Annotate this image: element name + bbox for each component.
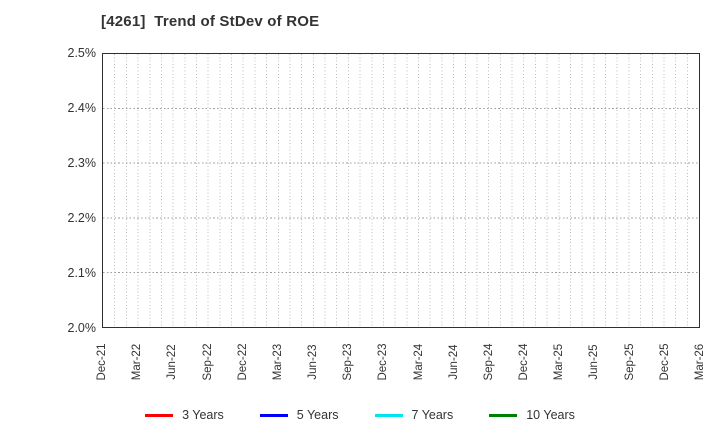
grid-canvas (103, 54, 699, 327)
y-tick-label: 2.0% (67, 321, 97, 335)
x-tick-label: Dec-21 (96, 343, 108, 381)
y-tick-label: 2.4% (67, 101, 97, 115)
x-tick-label: Mar-26 (694, 343, 706, 381)
legend: 3 Years 5 Years 7 Years 10 Years (0, 405, 720, 425)
x-tick-label: Jun-22 (166, 344, 179, 380)
x-tick-label: Sep-25 (623, 343, 636, 381)
x-tick-label: Dec-24 (518, 343, 531, 381)
x-tick-label: Mar-25 (553, 343, 566, 381)
x-tick-label: Mar-24 (412, 343, 425, 381)
x-tick-label: Jun-24 (447, 344, 460, 380)
x-tick-label: Dec-25 (658, 343, 671, 381)
x-tick-label: Sep-24 (482, 343, 495, 381)
legend-line-swatch (259, 413, 288, 417)
y-tick-label: 2.3% (67, 156, 97, 170)
legend-label: 5 Years (296, 408, 339, 422)
legend-item: 7 Years (374, 408, 454, 422)
x-tick-label: Jun-23 (307, 344, 320, 380)
legend-label: 3 Years (182, 408, 224, 422)
legend-label: 7 Years (411, 408, 454, 422)
x-tick-label: Mar-22 (131, 343, 144, 381)
x-tick-label: Mar-23 (271, 343, 284, 381)
legend-item: 10 Years (489, 408, 575, 422)
legend-line-swatch (145, 413, 174, 417)
x-tick-label: Jun-25 (588, 344, 601, 380)
y-tick-label: 2.2% (67, 211, 97, 225)
x-tick-label: Sep-23 (342, 343, 355, 381)
legend-line-swatch (374, 413, 403, 417)
x-tick-label: Sep-22 (201, 343, 214, 381)
y-tick-label: 2.5% (67, 46, 97, 60)
x-tick-label: Dec-22 (236, 343, 249, 381)
legend-label: 10 Years (526, 408, 575, 422)
legend-item: 5 Years (259, 408, 339, 422)
y-tick-label: 2.1% (67, 266, 97, 280)
legend-line-swatch (489, 413, 518, 417)
plot-area (102, 53, 700, 328)
x-tick-label: Dec-23 (377, 343, 390, 381)
legend-item: 3 Years (145, 408, 224, 422)
chart-title: [4261] Trend of StDev of ROE (101, 13, 320, 30)
